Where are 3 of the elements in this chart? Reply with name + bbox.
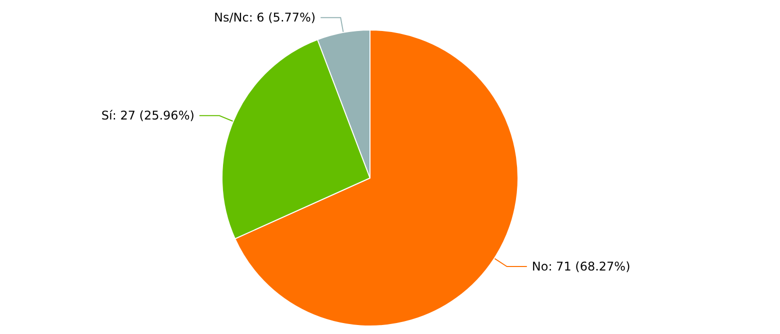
slice-label: Ns/Nc: 6 (5.77%) [214, 10, 316, 25]
slice-label: Sí: 27 (25.96%) [101, 108, 194, 123]
slice-label: No: 71 (68.27%) [532, 260, 630, 274]
